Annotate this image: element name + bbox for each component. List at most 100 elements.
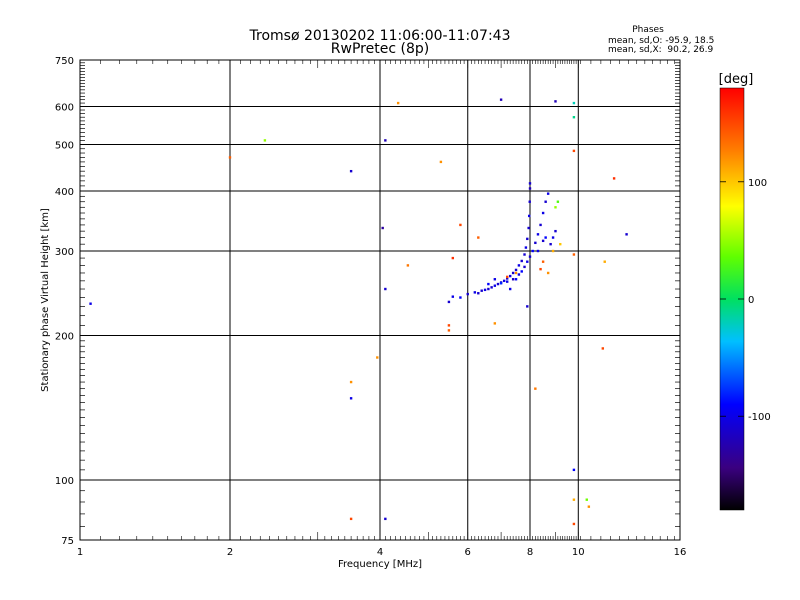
data-point [523, 265, 526, 269]
data-point [528, 255, 532, 258]
data-point [349, 380, 353, 384]
data-point [551, 236, 555, 239]
legend-title: Phases [632, 25, 664, 35]
x-tick-label: 16 [674, 547, 687, 558]
data-point [447, 324, 451, 327]
data-point [536, 233, 540, 236]
y-tick-label: 100 [55, 476, 74, 487]
data-point [603, 260, 606, 263]
data-point [451, 295, 455, 298]
data-point [556, 200, 560, 203]
data-point [526, 305, 529, 308]
data-point [528, 182, 532, 185]
data-point [514, 278, 518, 281]
data-point [406, 264, 410, 267]
data-point [384, 287, 387, 291]
data-point [572, 253, 576, 256]
data-point [505, 280, 509, 283]
data-point [505, 275, 509, 279]
data-point [572, 149, 576, 153]
chart-title: Tromsø 20130202 11:06:00-11:07:43 [249, 28, 511, 44]
data-point [534, 387, 537, 390]
data-point [466, 292, 469, 296]
colorbar-tick-label: 100 [748, 178, 767, 189]
data-point [541, 211, 545, 215]
data-point [572, 468, 576, 472]
y-tick-label: 400 [55, 187, 74, 198]
data-point [505, 277, 509, 280]
data-point [263, 139, 267, 142]
colorbar-tick-label: -100 [748, 412, 771, 423]
grid-lines [80, 60, 680, 540]
data-point [527, 226, 530, 230]
data-point [496, 282, 500, 286]
data-point [499, 98, 503, 101]
data-point [534, 241, 537, 245]
data-point [554, 229, 557, 233]
data-point [528, 200, 531, 203]
data-point [587, 505, 591, 508]
data-point [89, 302, 92, 305]
data-point [384, 139, 387, 142]
data-point [559, 242, 562, 246]
data-point [572, 116, 576, 119]
data-point [527, 214, 531, 218]
data-point [490, 286, 493, 289]
data-point [480, 289, 483, 292]
data-point [549, 242, 552, 246]
data-point [536, 249, 540, 253]
data-point [477, 292, 480, 295]
x-tick-label: 6 [465, 547, 471, 558]
data-point [514, 271, 518, 275]
data-point [572, 522, 576, 526]
data-point [459, 296, 462, 299]
data-point [523, 253, 526, 256]
data-point [572, 101, 576, 105]
data-point [541, 239, 545, 243]
data-point [473, 291, 477, 294]
data-point [612, 177, 616, 180]
data-point [499, 282, 503, 285]
data-point [520, 259, 523, 263]
data-point [447, 329, 451, 332]
data-point [508, 287, 512, 291]
data-point [546, 271, 550, 275]
data-point [554, 100, 557, 103]
data-point [493, 278, 497, 281]
data-point [541, 260, 545, 263]
data-point [526, 237, 529, 241]
y-tick-labels: 75 100 200 300 400 500 600 750 [55, 56, 74, 547]
data-point [514, 268, 518, 272]
data-point [524, 246, 528, 249]
data-point [539, 267, 542, 271]
data-point [508, 274, 512, 278]
data-point [502, 279, 506, 283]
data-point [585, 498, 588, 501]
x-tick-label: 8 [527, 547, 533, 558]
data-point [546, 192, 550, 195]
data-points [89, 98, 628, 526]
data-point [349, 397, 353, 400]
data-point [447, 300, 451, 304]
colorbar-tick-label: 0 [748, 295, 754, 306]
colorbar-label: [deg] [719, 72, 754, 87]
y-tick-label: 500 [55, 141, 74, 152]
y-tick-label: 600 [55, 103, 74, 114]
x-tick-label: 2 [227, 547, 233, 558]
y-axis-label: Stationary phase Virtual Height [km] [40, 208, 51, 392]
data-point [544, 236, 547, 239]
data-point [384, 517, 387, 521]
data-point [572, 498, 576, 501]
data-point [531, 249, 534, 253]
data-point [439, 160, 443, 164]
data-point [601, 347, 605, 350]
data-point [349, 517, 353, 521]
data-point [376, 356, 379, 359]
data-point [520, 270, 523, 273]
x-axis-label: Frequency [MHz] [338, 559, 422, 570]
data-point [477, 236, 480, 239]
y-tick-label: 200 [55, 332, 74, 343]
data-point [396, 101, 400, 105]
data-point [517, 264, 521, 267]
